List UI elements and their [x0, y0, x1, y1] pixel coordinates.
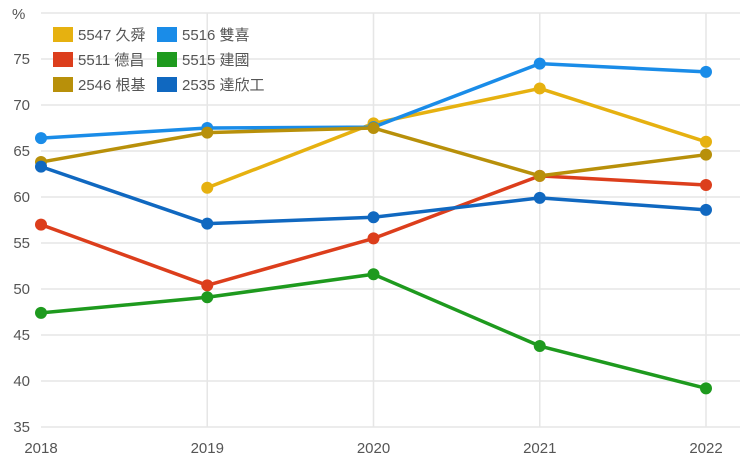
y-tick-label: 40: [13, 373, 30, 390]
data-point[interactable]: [700, 203, 712, 216]
x-tick-label: 2022: [689, 440, 722, 457]
data-point[interactable]: [700, 65, 712, 78]
legend-label: 2546 根基: [78, 76, 146, 94]
data-point[interactable]: [367, 268, 380, 281]
data-point[interactable]: [367, 232, 380, 245]
y-tick-label: 50: [13, 281, 30, 298]
grid: [41, 12, 740, 428]
y-axis: 35 40 45 50 55 60 65 70 75: [13, 51, 30, 436]
data-point[interactable]: [533, 169, 546, 182]
legend-item[interactable]: 5515 建國: [157, 50, 267, 69]
data-point[interactable]: [201, 279, 214, 292]
y-tick-label: 60: [13, 189, 30, 206]
y-tick-label: 70: [13, 97, 30, 114]
data-point[interactable]: [201, 217, 214, 230]
data-point[interactable]: [35, 132, 47, 145]
series-line[interactable]: [35, 122, 712, 182]
data-point[interactable]: [367, 211, 380, 224]
data-point[interactable]: [700, 135, 712, 148]
legend-swatch: [157, 76, 177, 92]
x-tick-label: 2019: [191, 440, 224, 457]
x-tick-label: 2021: [523, 440, 556, 457]
legend-label: 5547 久舜: [78, 26, 146, 44]
data-point[interactable]: [533, 57, 546, 70]
legend-label: 5515 建國: [182, 51, 250, 69]
data-point[interactable]: [533, 191, 546, 204]
series-path: [206, 86, 707, 190]
data-point[interactable]: [700, 148, 712, 161]
series-lines: [35, 57, 712, 395]
legend-label: 5511 德昌: [78, 51, 145, 69]
data-point[interactable]: [35, 160, 47, 173]
series-line[interactable]: [35, 160, 712, 230]
legend-label: 2535 達欣工: [182, 76, 265, 94]
y-tick-label: 55: [13, 235, 30, 252]
data-point[interactable]: [201, 291, 214, 304]
data-point[interactable]: [533, 340, 546, 353]
series-line[interactable]: [201, 82, 712, 194]
y-axis-unit: %: [12, 6, 26, 23]
x-axis: 2018 2019 2020 2021 2022: [24, 440, 722, 457]
data-point[interactable]: [700, 179, 712, 192]
legend-item[interactable]: 5511 德昌: [53, 50, 157, 69]
y-tick-label: 35: [13, 419, 30, 436]
legend-swatch: [157, 26, 177, 42]
legend-item[interactable]: 5516 雙喜: [157, 25, 267, 44]
x-tick-label: 2020: [357, 440, 390, 457]
legend-swatch: [53, 51, 73, 67]
legend-item[interactable]: 5547 久舜: [53, 25, 157, 44]
data-point[interactable]: [533, 82, 546, 95]
y-tick-label: 75: [13, 51, 30, 68]
legend-label: 5516 雙喜: [182, 26, 250, 44]
data-point[interactable]: [367, 122, 380, 134]
legend-item[interactable]: 2535 達欣工: [157, 75, 267, 94]
y-tick-label: 65: [13, 143, 30, 160]
legend: 5547 久舜 5516 雙喜 5511 德昌 5515 建國 2546 根基 …: [53, 25, 267, 94]
data-point[interactable]: [35, 218, 47, 231]
series-line[interactable]: [35, 268, 712, 395]
data-point[interactable]: [201, 181, 214, 194]
legend-swatch: [53, 26, 73, 42]
data-point[interactable]: [700, 382, 712, 395]
data-point[interactable]: [201, 126, 214, 139]
y-tick-label: 45: [13, 327, 30, 344]
data-point[interactable]: [35, 306, 47, 319]
legend-swatch: [157, 51, 177, 67]
x-tick-label: 2018: [24, 440, 57, 457]
legend-swatch: [53, 76, 73, 92]
legend-item[interactable]: 2546 根基: [53, 75, 157, 94]
